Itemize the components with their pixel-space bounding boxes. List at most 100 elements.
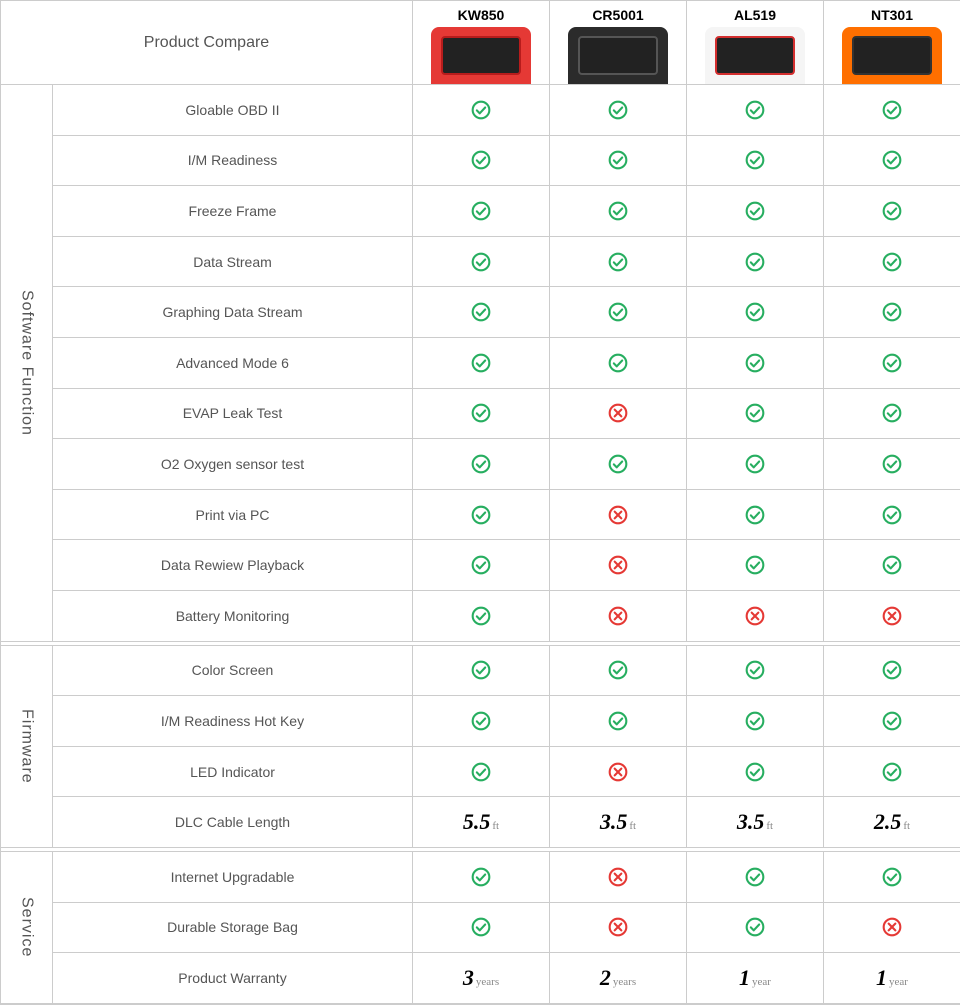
feature-value: 2years: [550, 953, 687, 1004]
feature-value: 5.5ft: [413, 797, 550, 848]
feature-label: LED Indicator: [53, 747, 413, 798]
cross-icon: [824, 903, 960, 954]
device-image: [705, 27, 805, 84]
product-name: NT301: [871, 7, 913, 23]
feature-label: Battery Monitoring: [53, 591, 413, 642]
feature-label: Graphing Data Stream: [53, 287, 413, 338]
cross-icon: [550, 852, 687, 903]
cross-icon: [824, 591, 960, 642]
check-icon: [687, 903, 824, 954]
check-icon: [413, 852, 550, 903]
check-icon: [413, 186, 550, 237]
product-name: KW850: [458, 7, 505, 23]
value-unit: year: [889, 976, 908, 988]
check-icon: [824, 852, 960, 903]
cross-icon: [550, 747, 687, 798]
check-icon: [413, 747, 550, 798]
feature-label: EVAP Leak Test: [53, 389, 413, 440]
check-icon: [413, 85, 550, 136]
cross-icon: [550, 389, 687, 440]
numeric-value: 1year: [739, 965, 771, 991]
check-icon: [413, 389, 550, 440]
device-screen: [441, 36, 521, 76]
value-number: 5.5: [463, 809, 491, 834]
check-icon: [550, 85, 687, 136]
feature-value: 1year: [824, 953, 960, 1004]
device-image: [568, 27, 668, 84]
check-icon: [413, 237, 550, 288]
numeric-value: 3.5ft: [737, 809, 773, 835]
value-number: 1: [739, 965, 750, 990]
cross-icon: [550, 490, 687, 541]
check-icon: [824, 237, 960, 288]
product-header: AL519: [687, 1, 824, 85]
feature-label: Data Rewiew Playback: [53, 540, 413, 591]
value-number: 1: [876, 965, 887, 990]
check-icon: [550, 696, 687, 747]
cross-icon: [687, 591, 824, 642]
check-icon: [550, 237, 687, 288]
check-icon: [824, 540, 960, 591]
check-icon: [413, 696, 550, 747]
check-icon: [413, 591, 550, 642]
check-icon: [687, 696, 824, 747]
cross-icon: [550, 540, 687, 591]
check-icon: [824, 287, 960, 338]
feature-label: I/M Readiness: [53, 136, 413, 187]
numeric-value: 5.5ft: [463, 809, 499, 835]
check-icon: [687, 852, 824, 903]
feature-label: Advanced Mode 6: [53, 338, 413, 389]
feature-label: Print via PC: [53, 490, 413, 541]
value-unit: years: [476, 976, 499, 988]
value-unit: year: [752, 976, 771, 988]
value-number: 2: [600, 965, 611, 990]
check-icon: [824, 696, 960, 747]
category-label: Software Function: [1, 85, 53, 642]
check-icon: [413, 903, 550, 954]
device-screen: [715, 36, 795, 76]
category-label: Firmware: [1, 646, 53, 848]
feature-value: 3years: [413, 953, 550, 1004]
numeric-value: 3.5ft: [600, 809, 636, 835]
check-icon: [824, 186, 960, 237]
value-unit: ft: [492, 820, 499, 832]
product-name: CR5001: [592, 7, 643, 23]
check-icon: [687, 338, 824, 389]
product-header: CR5001: [550, 1, 687, 85]
check-icon: [550, 338, 687, 389]
check-icon: [824, 490, 960, 541]
check-icon: [687, 237, 824, 288]
feature-label: Color Screen: [53, 646, 413, 697]
device-screen: [578, 36, 658, 76]
check-icon: [687, 136, 824, 187]
check-icon: [550, 439, 687, 490]
check-icon: [824, 389, 960, 440]
header-title: Product Compare: [1, 1, 413, 85]
feature-value: 3.5ft: [550, 797, 687, 848]
feature-label: O2 Oxygen sensor test: [53, 439, 413, 490]
value-number: 3: [463, 965, 474, 990]
check-icon: [824, 338, 960, 389]
check-icon: [413, 490, 550, 541]
check-icon: [824, 85, 960, 136]
check-icon: [687, 646, 824, 697]
check-icon: [687, 85, 824, 136]
feature-value: 1year: [687, 953, 824, 1004]
device-screen: [852, 36, 932, 76]
check-icon: [550, 646, 687, 697]
feature-label: Data Stream: [53, 237, 413, 288]
device-image: [842, 27, 942, 84]
feature-label: Product Warranty: [53, 953, 413, 1004]
cross-icon: [550, 903, 687, 954]
comparison-table: Product Compare KW850 CR5001 AL519 NT301 Soft…: [0, 0, 960, 1005]
product-header: NT301: [824, 1, 960, 85]
feature-label: DLC Cable Length: [53, 797, 413, 848]
device-image: [431, 27, 531, 84]
feature-label: Internet Upgradable: [53, 852, 413, 903]
check-icon: [687, 540, 824, 591]
feature-label: Gloable OBD II: [53, 85, 413, 136]
value-unit: ft: [766, 820, 773, 832]
check-icon: [687, 186, 824, 237]
value-number: 3.5: [600, 809, 628, 834]
feature-value: 2.5ft: [824, 797, 960, 848]
